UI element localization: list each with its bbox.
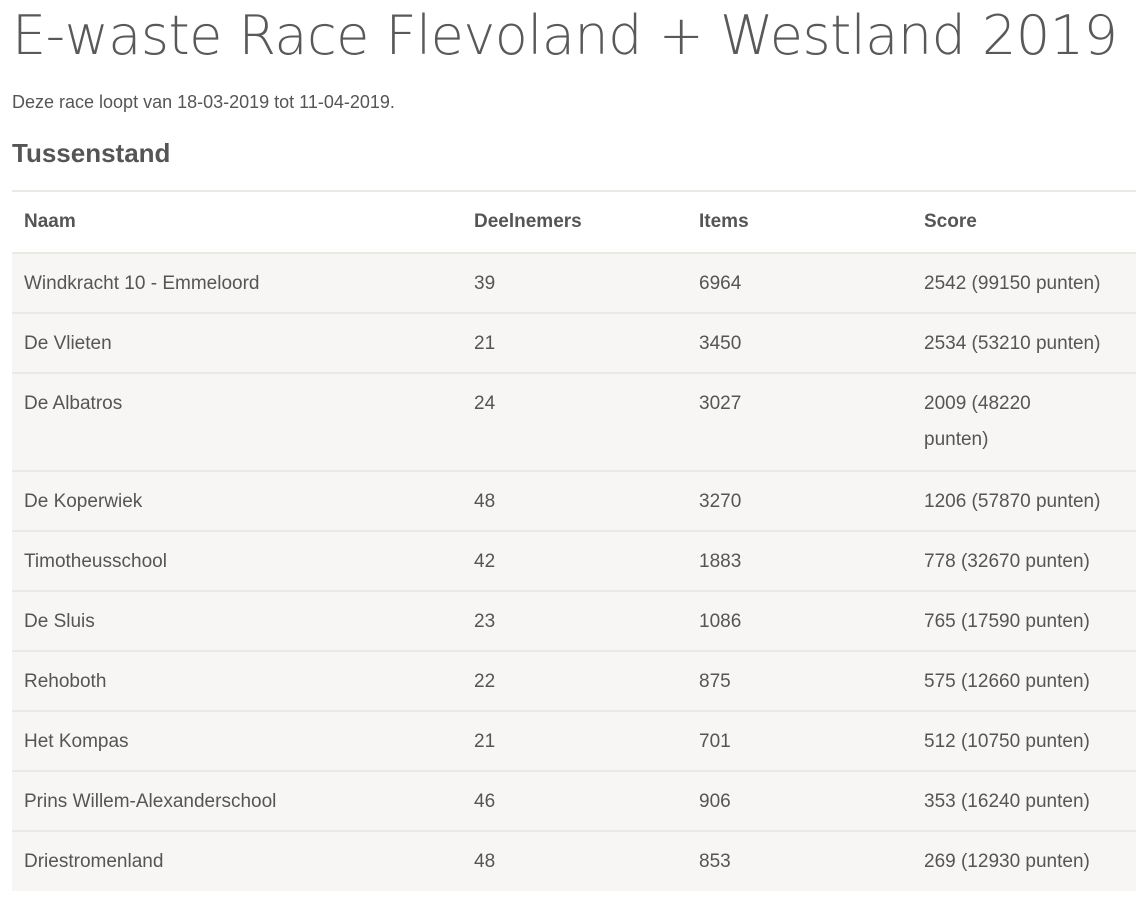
cell-deelnemers-text: 22	[474, 671, 496, 692]
cell-items-text: 1086	[699, 611, 742, 632]
table-row: Windkracht 10 - Emmeloord 39 6964 2542 (991…	[12, 252, 1136, 313]
cell-score: 778 (32670 punten)	[912, 530, 1136, 591]
cell-deelnemers: 39	[462, 252, 687, 313]
cell-score: 765 (17590 punten)	[912, 590, 1136, 651]
cell-score-text: 2542 (99150 punten)	[924, 273, 1101, 294]
cell-score-text: 765 (17590 punten)	[924, 611, 1090, 632]
cell-naam-text: De Koperwiek	[24, 491, 143, 512]
section-heading: Tussenstand	[12, 138, 171, 168]
table-row: Het Kompas 21 701 512 (10750 punten)	[12, 710, 1136, 771]
cell-naam: De Albatros	[12, 372, 462, 471]
cell-score: 2009 (48220 punten)	[912, 372, 1136, 471]
cell-naam: Prins Willem-Alexanderschool	[12, 770, 462, 831]
cell-naam-text: Rehoboth	[24, 671, 107, 692]
cell-items-text: 3450	[699, 333, 742, 354]
table-row: Driestromenland 48 853 269 (12930 punten)	[12, 830, 1136, 891]
table-header-row: Naam Deelnemers Items Score	[12, 190, 1136, 253]
table-row: De Albatros 24 3027 2009 (48220 punten)	[12, 372, 1136, 471]
table-row: De Sluis 23 1086 765 (17590 punten)	[12, 590, 1136, 651]
cell-naam: Het Kompas	[12, 710, 462, 771]
table-row: Prins Willem-Alexanderschool 46 906 353 (16…	[12, 770, 1136, 831]
cell-items: 853	[687, 830, 912, 891]
cell-naam: De Sluis	[12, 590, 462, 651]
cell-items-text: 3027	[699, 393, 742, 414]
cell-naam-text: Het Kompas	[24, 731, 129, 752]
header-deelnemers: Deelnemers	[462, 190, 687, 253]
cell-items-text: 906	[699, 791, 731, 812]
table-row: Timotheusschool 42 1883 778 (32670 punten)	[12, 530, 1136, 591]
cell-naam-text: De Albatros	[24, 393, 123, 414]
table-row: Rehoboth 22 875 575 (12660 punten)	[12, 650, 1136, 711]
cell-naam-text: Timotheusschool	[24, 551, 167, 572]
cell-items: 1086	[687, 590, 912, 651]
cell-deelnemers: 22	[462, 650, 687, 711]
cell-items-text: 853	[699, 851, 731, 872]
cell-deelnemers-text: 39	[474, 273, 496, 294]
header-items: Items	[687, 190, 912, 253]
cell-naam-text: Driestromenland	[24, 851, 164, 872]
cell-score: 2542 (99150 punten)	[912, 252, 1136, 313]
cell-deelnemers: 48	[462, 830, 687, 891]
cell-score: 2534 (53210 punten)	[912, 312, 1136, 373]
cell-deelnemers-text: 21	[474, 731, 496, 752]
cell-naam: Rehoboth	[12, 650, 462, 711]
cell-deelnemers: 48	[462, 470, 687, 531]
cell-score: 575 (12660 punten)	[912, 650, 1136, 711]
cell-deelnemers-text: 42	[474, 551, 496, 572]
cell-items: 701	[687, 710, 912, 771]
cell-items: 6964	[687, 252, 912, 313]
cell-deelnemers: 23	[462, 590, 687, 651]
cell-items: 875	[687, 650, 912, 711]
cell-items: 906	[687, 770, 912, 831]
cell-naam: Windkracht 10 - Emmeloord	[12, 252, 462, 313]
cell-score-text: 575 (12660 punten)	[924, 671, 1090, 692]
cell-score: 353 (16240 punten)	[912, 770, 1136, 831]
cell-score: 1206 (57870 punten)	[912, 470, 1136, 531]
cell-deelnemers: 24	[462, 372, 687, 471]
page-title: E-waste Race Flevoland + Westland 2019	[12, 4, 1118, 67]
cell-naam: De Vlieten	[12, 312, 462, 373]
cell-naam-text: De Vlieten	[24, 333, 112, 354]
cell-naam-text: Windkracht 10 - Emmeloord	[24, 273, 260, 294]
cell-score-text: 269 (12930 punten)	[924, 851, 1090, 872]
cell-deelnemers: 42	[462, 530, 687, 591]
cell-items-text: 3270	[699, 491, 742, 512]
cell-items: 3027	[687, 372, 912, 471]
cell-items: 3450	[687, 312, 912, 373]
cell-deelnemers-text: 48	[474, 491, 496, 512]
cell-deelnemers-text: 23	[474, 611, 496, 632]
cell-score-text: 2009 (48220 punten)	[924, 393, 1031, 450]
cell-deelnemers: 46	[462, 770, 687, 831]
cell-naam: Timotheusschool	[12, 530, 462, 591]
header-score: Score	[912, 190, 1136, 253]
standings-table: Naam Deelnemers Items Score Windkracht 1…	[12, 190, 1136, 891]
cell-items-text: 6964	[699, 273, 742, 294]
cell-items: 1883	[687, 530, 912, 591]
cell-score-text: 353 (16240 punten)	[924, 791, 1090, 812]
cell-items-text: 875	[699, 671, 731, 692]
cell-deelnemers-text: 21	[474, 333, 496, 354]
cell-score-text: 2534 (53210 punten)	[924, 333, 1101, 354]
cell-score-text: 778 (32670 punten)	[924, 551, 1090, 572]
header-naam: Naam	[12, 190, 462, 253]
cell-deelnemers-text: 24	[474, 393, 496, 414]
cell-score-text: 512 (10750 punten)	[924, 731, 1090, 752]
cell-deelnemers-text: 48	[474, 851, 496, 872]
cell-score: 512 (10750 punten)	[912, 710, 1136, 771]
cell-items-text: 701	[699, 731, 731, 752]
table-row: De Vlieten 21 3450 2534 (53210 punten)	[12, 312, 1136, 373]
cell-deelnemers: 21	[462, 710, 687, 771]
cell-score: 269 (12930 punten)	[912, 830, 1136, 891]
cell-naam-text: Prins Willem-Alexanderschool	[24, 791, 277, 812]
cell-naam: Driestromenland	[12, 830, 462, 891]
cell-items-text: 1883	[699, 551, 742, 572]
cell-deelnemers: 21	[462, 312, 687, 373]
cell-naam-text: De Sluis	[24, 611, 95, 632]
cell-score-text: 1206 (57870 punten)	[924, 491, 1101, 512]
cell-naam: De Koperwiek	[12, 470, 462, 531]
table-row: De Koperwiek 48 3270 1206 (57870 punten)	[12, 470, 1136, 531]
cell-items: 3270	[687, 470, 912, 531]
cell-deelnemers-text: 46	[474, 791, 496, 812]
race-period: Deze race loopt van 18-03-2019 tot 11-04…	[12, 92, 395, 112]
